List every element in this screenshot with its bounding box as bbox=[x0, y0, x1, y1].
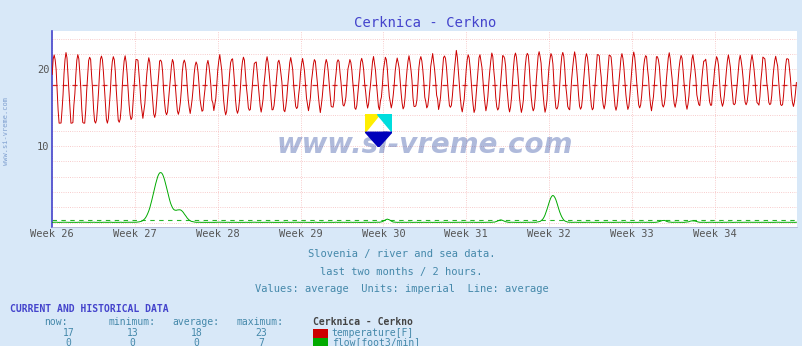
Text: 0: 0 bbox=[129, 338, 136, 346]
Text: last two months / 2 hours.: last two months / 2 hours. bbox=[320, 267, 482, 276]
Text: 13: 13 bbox=[127, 328, 138, 338]
Text: 17: 17 bbox=[63, 328, 74, 338]
Text: 7: 7 bbox=[257, 338, 264, 346]
Text: minimum:: minimum: bbox=[108, 317, 156, 327]
Text: www.si-vreme.com: www.si-vreme.com bbox=[276, 130, 573, 158]
Text: 18: 18 bbox=[191, 328, 202, 338]
Text: flow[foot3/min]: flow[foot3/min] bbox=[331, 338, 419, 346]
Text: 0: 0 bbox=[65, 338, 71, 346]
Polygon shape bbox=[377, 114, 391, 132]
Title: Cerknica - Cerkno: Cerknica - Cerkno bbox=[353, 16, 496, 30]
Text: Values: average  Units: imperial  Line: average: Values: average Units: imperial Line: av… bbox=[254, 284, 548, 294]
Text: maximum:: maximum: bbox=[237, 317, 284, 327]
Text: CURRENT AND HISTORICAL DATA: CURRENT AND HISTORICAL DATA bbox=[10, 304, 169, 313]
Text: now:: now: bbox=[44, 317, 67, 327]
Text: 0: 0 bbox=[193, 338, 200, 346]
Text: average:: average: bbox=[172, 317, 220, 327]
Text: 23: 23 bbox=[255, 328, 266, 338]
Text: Cerknica - Cerkno: Cerknica - Cerkno bbox=[313, 317, 412, 327]
Text: Slovenia / river and sea data.: Slovenia / river and sea data. bbox=[307, 249, 495, 259]
Text: www.si-vreme.com: www.si-vreme.com bbox=[2, 98, 9, 165]
Polygon shape bbox=[365, 132, 391, 147]
Polygon shape bbox=[365, 114, 379, 132]
Text: temperature[F]: temperature[F] bbox=[331, 328, 413, 338]
